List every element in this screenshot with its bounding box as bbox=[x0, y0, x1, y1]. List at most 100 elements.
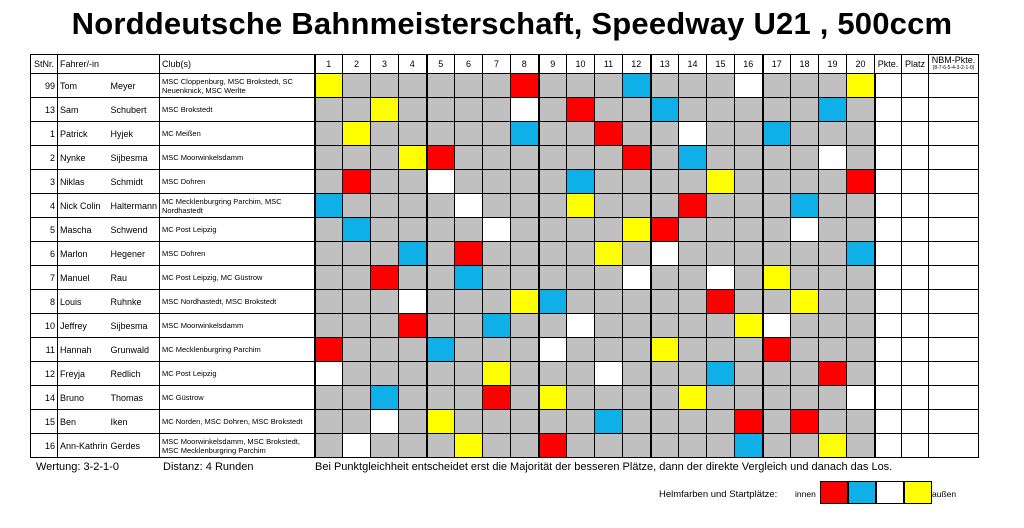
heat-cell-empty bbox=[370, 145, 399, 170]
heat-cell-white bbox=[566, 313, 595, 338]
rider-last-name: Gerdes bbox=[110, 433, 160, 458]
nbm-points-cell bbox=[928, 385, 979, 410]
heat-cell-empty bbox=[678, 73, 707, 98]
heat-cell-empty bbox=[482, 265, 511, 290]
heat-cell-empty bbox=[510, 145, 539, 170]
header-nbm-label: NBM-Pkte. bbox=[931, 55, 976, 65]
rider-club: MC Güstrow bbox=[159, 385, 315, 410]
heat-cell-empty bbox=[622, 121, 651, 146]
heat-cell-empty bbox=[846, 409, 875, 434]
nbm-points-cell bbox=[928, 361, 979, 386]
heat-cell-empty bbox=[454, 361, 483, 386]
nbm-points-cell bbox=[928, 433, 979, 458]
heat-cell-empty bbox=[846, 313, 875, 338]
rider-club: MSC Dohren bbox=[159, 169, 315, 194]
heat-cell-empty bbox=[649, 265, 679, 290]
heat-cell-empty bbox=[537, 241, 567, 266]
heat-cell-empty bbox=[790, 145, 819, 170]
heat-cell-empty bbox=[818, 193, 847, 218]
nbm-points-cell bbox=[928, 265, 979, 290]
heat-cell-red bbox=[734, 409, 763, 434]
rider-club: MC Norden, MSC Dohren, MSC Brokstedt bbox=[159, 409, 315, 434]
rider-start-number: 10 bbox=[30, 313, 58, 338]
heat-cell-empty bbox=[622, 313, 651, 338]
heat-cell-empty bbox=[622, 241, 651, 266]
heat-cell-red bbox=[342, 169, 371, 194]
heat-cell-blue bbox=[846, 241, 875, 266]
heat-cell-empty bbox=[761, 145, 791, 170]
heat-cell-empty bbox=[594, 193, 623, 218]
heat-cell-empty bbox=[761, 217, 791, 242]
heat-cell-empty bbox=[537, 169, 567, 194]
heat-cell-yellow bbox=[425, 409, 455, 434]
heat-cell-yellow bbox=[818, 433, 847, 458]
heat-cell-empty bbox=[370, 337, 399, 362]
heat-cell-empty bbox=[594, 433, 623, 458]
heat-cell-empty bbox=[482, 73, 511, 98]
heat-cell-blue bbox=[734, 433, 763, 458]
heat-cell-empty bbox=[342, 241, 371, 266]
place-cell bbox=[901, 409, 929, 434]
rider-last-name: Thomas bbox=[110, 385, 160, 410]
heat-cell-empty bbox=[734, 145, 763, 170]
rider-club: MSC Nordhastedt, MSC Brokstedt bbox=[159, 289, 315, 314]
heat-cell-empty bbox=[790, 265, 819, 290]
heat-cell-red bbox=[622, 145, 651, 170]
heat-cell-empty bbox=[454, 337, 483, 362]
heat-cell-empty bbox=[425, 433, 455, 458]
heat-cell-empty bbox=[425, 313, 455, 338]
heat-cell-empty bbox=[342, 97, 371, 122]
heat-cell-yellow bbox=[566, 193, 595, 218]
heat-cell-empty bbox=[678, 289, 707, 314]
heat-cell-white bbox=[510, 97, 539, 122]
heat-cell-empty bbox=[818, 265, 847, 290]
heat-cell-empty bbox=[790, 433, 819, 458]
heat-cell-empty bbox=[566, 409, 595, 434]
header-nbm: NBM-Pkte. (8-7-6-5-4-3-2-1-0) bbox=[928, 54, 979, 74]
heat-cell-red bbox=[566, 97, 595, 122]
heat-cell-empty bbox=[649, 289, 679, 314]
header-points: Pkte. bbox=[874, 54, 902, 74]
rider-row: 6 Marlon Hegener MSC Dohren bbox=[30, 241, 979, 266]
heat-cell-empty bbox=[566, 265, 595, 290]
heat-cell-empty bbox=[398, 169, 427, 194]
heat-cell-empty bbox=[761, 361, 791, 386]
rider-first-name: Jeffrey bbox=[57, 313, 111, 338]
heat-cell-empty bbox=[537, 361, 567, 386]
heat-cell-empty bbox=[790, 169, 819, 194]
heat-cell-empty bbox=[482, 193, 511, 218]
rider-start-number: 2 bbox=[30, 145, 58, 170]
rider-first-name: Sam bbox=[57, 97, 111, 122]
scoring-text: Wertung: 3-2-1-0 bbox=[36, 461, 119, 473]
heat-cell-yellow bbox=[622, 217, 651, 242]
heat-cell-empty bbox=[622, 337, 651, 362]
header-heat-17: 17 bbox=[761, 54, 791, 74]
heat-cell-empty bbox=[398, 385, 427, 410]
heat-cell-empty bbox=[734, 241, 763, 266]
rider-row: 14 Bruno Thomas MC Güstrow bbox=[30, 385, 979, 410]
heat-cell-empty bbox=[678, 409, 707, 434]
nbm-points-cell bbox=[928, 409, 979, 434]
heat-cell-empty bbox=[761, 409, 791, 434]
rider-club: MC Meißen bbox=[159, 121, 315, 146]
heat-cell-empty bbox=[734, 361, 763, 386]
rider-club: MC Mecklenburgring Parchim bbox=[159, 337, 315, 362]
rider-club: MC Post Leipzig bbox=[159, 217, 315, 242]
rider-first-name: Tom bbox=[57, 73, 111, 98]
heat-cell-yellow bbox=[398, 145, 427, 170]
place-cell bbox=[901, 433, 929, 458]
heat-cell-red bbox=[482, 385, 511, 410]
heat-cell-empty bbox=[425, 73, 455, 98]
heat-cell-white bbox=[790, 217, 819, 242]
heat-cell-empty bbox=[649, 145, 679, 170]
heat-cell-empty bbox=[846, 97, 875, 122]
rider-row: 99 Tom Meyer MSC Cloppenburg, MSC Brokstedt… bbox=[30, 73, 979, 98]
heat-cell-red bbox=[818, 361, 847, 386]
heat-cell-empty bbox=[706, 409, 735, 434]
header-heat-6: 6 bbox=[454, 54, 483, 74]
heat-cell-empty bbox=[537, 217, 567, 242]
heat-cell-empty bbox=[566, 385, 595, 410]
heat-cell-blue bbox=[482, 313, 511, 338]
heat-cell-empty bbox=[734, 97, 763, 122]
heat-cell-blue bbox=[313, 193, 343, 218]
